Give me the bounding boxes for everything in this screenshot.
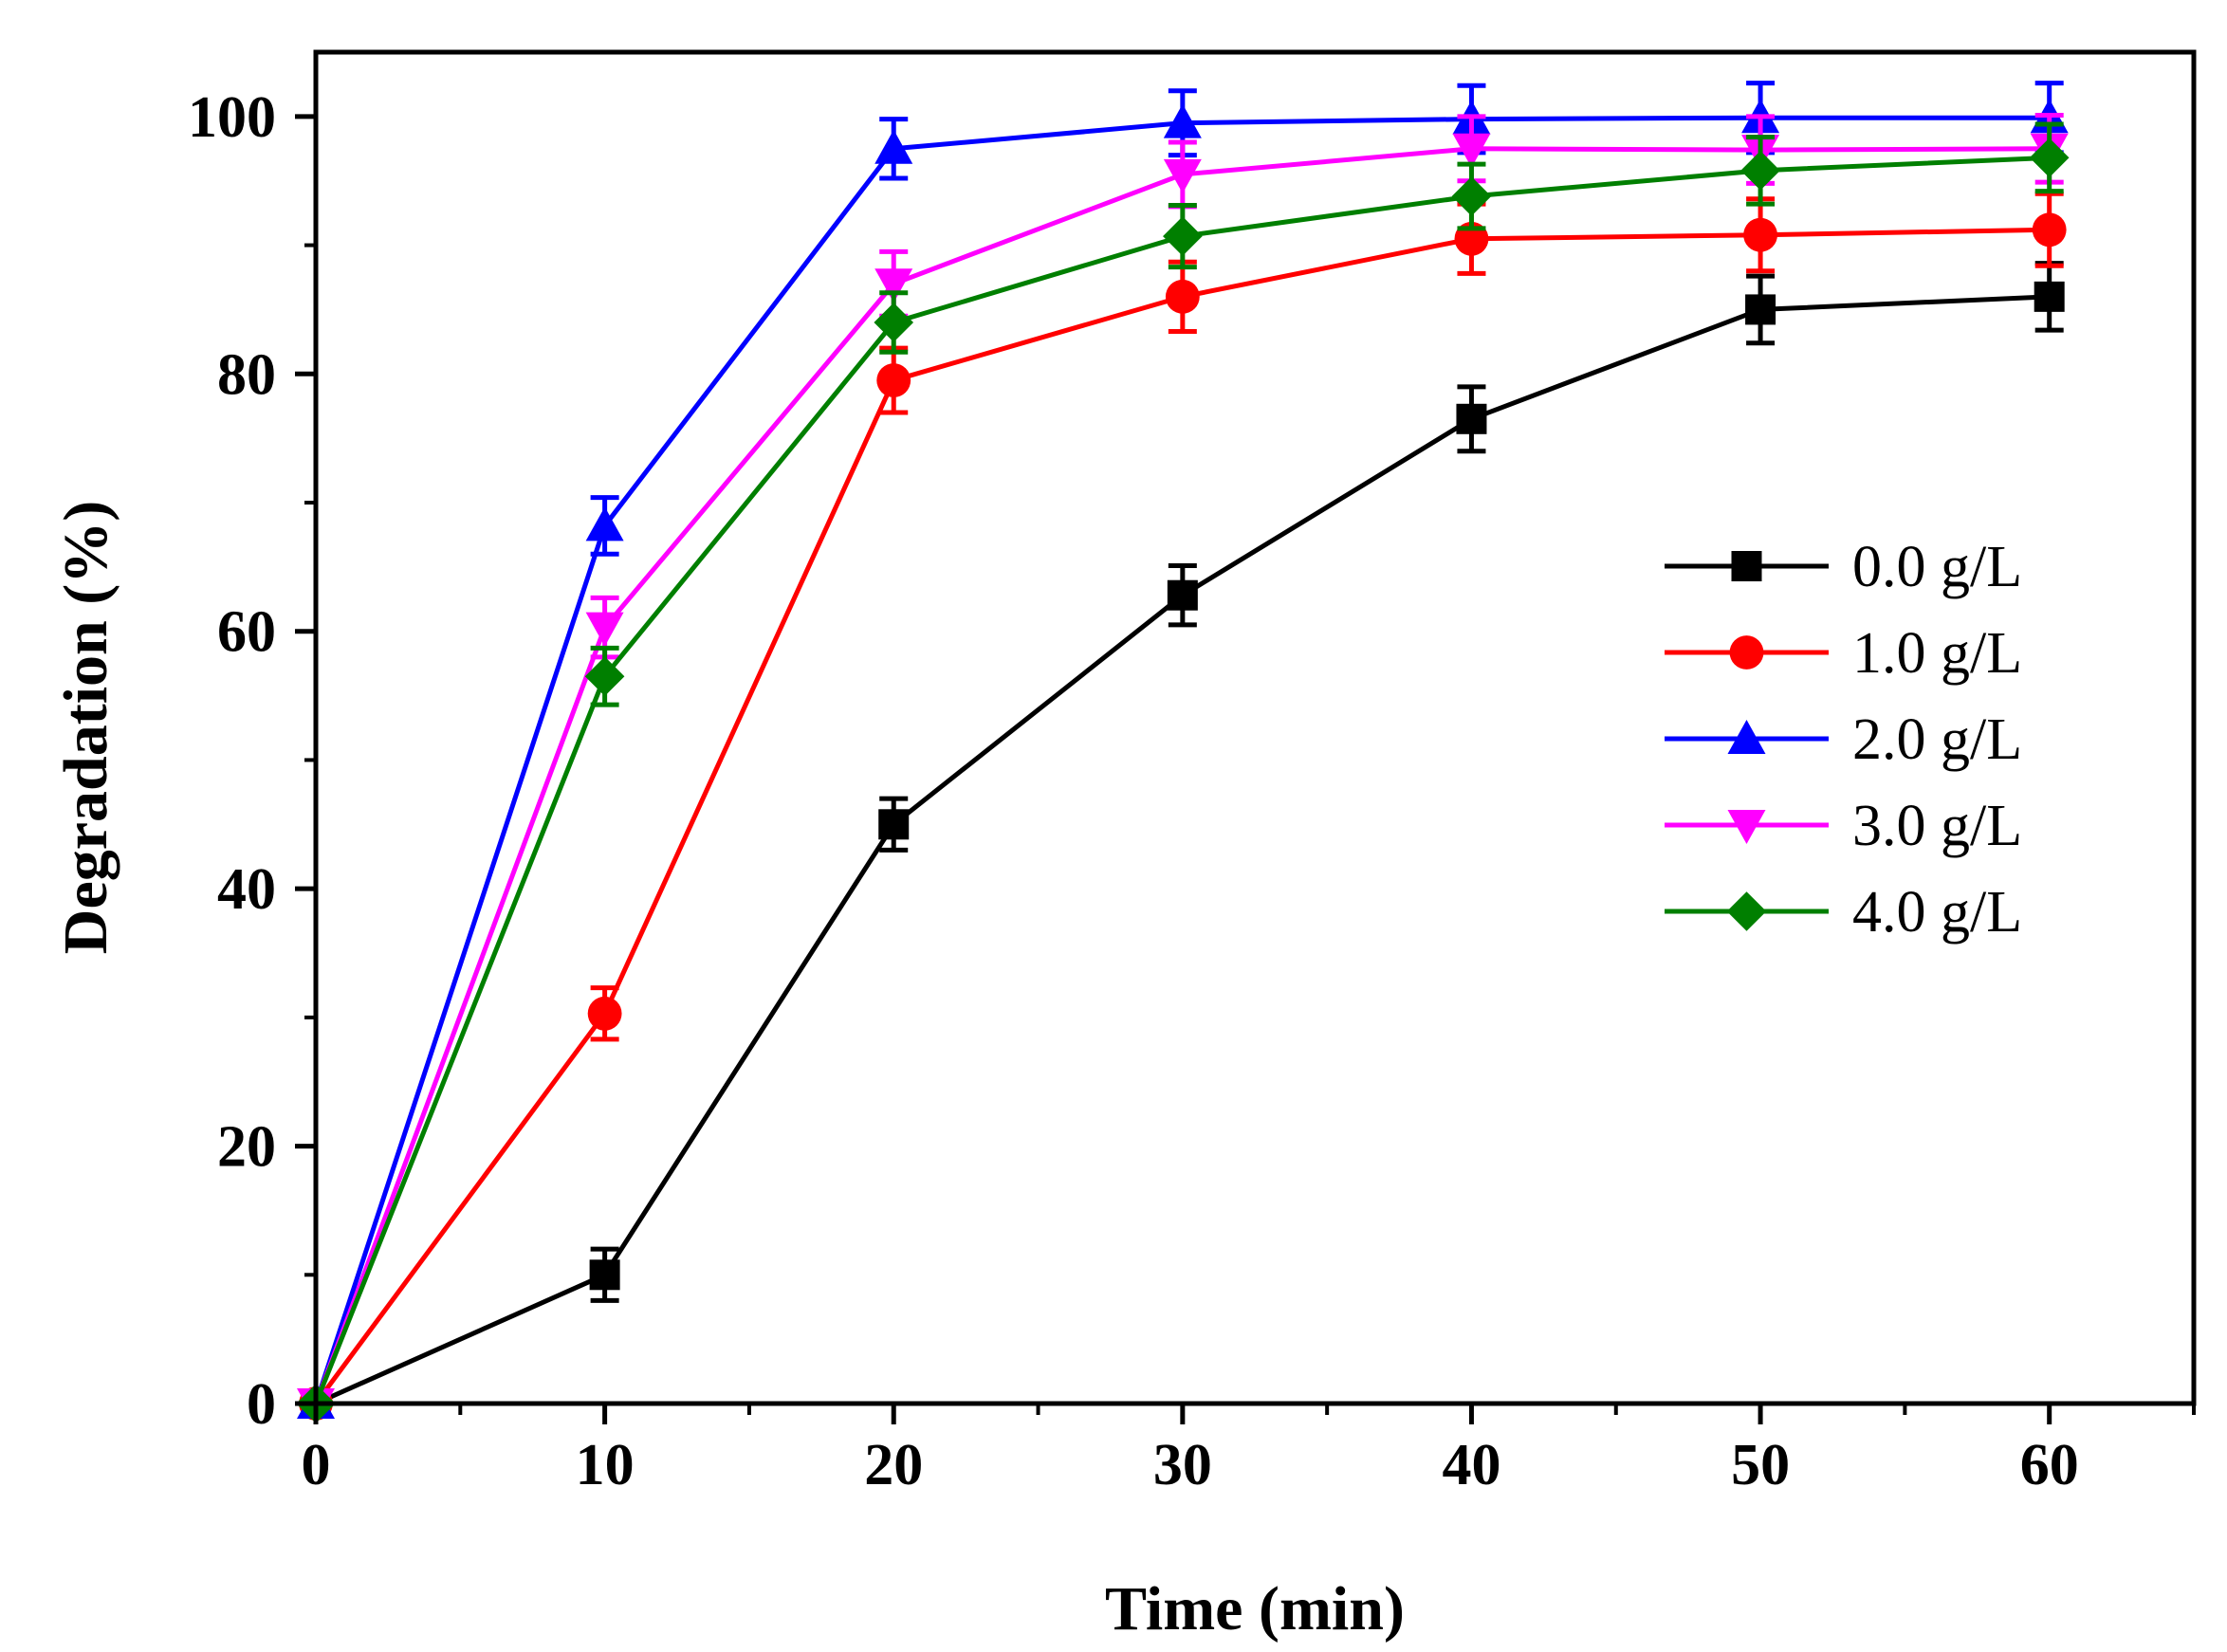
- legend-swatch-marker: [1729, 635, 1764, 670]
- series-line: [314, 294, 2050, 1406]
- legend-swatch-marker: [1726, 891, 1767, 931]
- x-tick-label: 20: [864, 1433, 923, 1497]
- series-4: [296, 121, 2070, 1423]
- y-tick-label: 80: [217, 342, 276, 407]
- legend-item: 4.0 g/L: [1665, 880, 2022, 945]
- series-line: [313, 146, 2050, 1404]
- legend: 0.0 g/L 1.0 g/L 2.0 g/L 3.0 g/L 4.0 g/L: [1665, 535, 2022, 945]
- x-axis-title: Time (min): [1105, 1574, 1405, 1643]
- data-point: [876, 363, 911, 397]
- y-axis-title: Degradation (%): [51, 501, 120, 954]
- series-1: [299, 191, 2067, 1421]
- y-tick-label: 20: [217, 1115, 276, 1180]
- data-point: [589, 1259, 620, 1291]
- x-tick-label: 30: [1153, 1433, 1212, 1497]
- x-tick-label: 10: [576, 1433, 635, 1497]
- data-point: [1165, 279, 1200, 314]
- data-point: [2032, 212, 2067, 248]
- legend-item: 3.0 g/L: [1665, 794, 2022, 858]
- data-point: [585, 506, 624, 541]
- legend-swatch-marker: [1727, 810, 1766, 844]
- data-point: [2034, 281, 2065, 312]
- x-tick-label: 40: [1442, 1433, 1500, 1497]
- legend-label: 3.0 g/L: [1852, 794, 2022, 858]
- series-0: [301, 261, 2065, 1419]
- legend-label: 0.0 g/L: [1852, 535, 2022, 599]
- legend-swatch-marker: [1727, 720, 1766, 754]
- data-point: [1451, 176, 1492, 216]
- legend-item: 0.0 g/L: [1665, 535, 2022, 599]
- x-tick-label: 60: [2020, 1433, 2079, 1497]
- legend-label: 2.0 g/L: [1852, 707, 2022, 772]
- data-point: [874, 268, 913, 303]
- data-point: [1743, 217, 1777, 252]
- data-point: [878, 809, 910, 840]
- series-line: [313, 227, 2050, 1405]
- data-point: [1740, 151, 1780, 191]
- data-point: [1163, 103, 1202, 138]
- data-point: [874, 129, 913, 164]
- x-tick-label: 50: [1731, 1433, 1790, 1497]
- data-point: [585, 612, 624, 647]
- y-tick-label: 100: [188, 85, 276, 150]
- data-point: [1167, 579, 1198, 611]
- plot-area: [296, 81, 2070, 1423]
- data-point: [874, 303, 914, 342]
- legend-item: 2.0 g/L: [1665, 707, 2022, 772]
- data-point: [1456, 403, 1487, 434]
- series-line: [313, 155, 2050, 1404]
- data-point: [1163, 216, 1203, 256]
- legend-swatch-marker: [1731, 551, 1762, 581]
- legend-item: 1.0 g/L: [1665, 621, 2022, 686]
- data-point: [584, 656, 625, 697]
- data-point: [1745, 294, 1776, 325]
- data-point: [1452, 133, 1491, 168]
- y-tick-label: 40: [217, 857, 276, 922]
- x-axis: 0 10 20 30 40 50 60: [302, 1404, 2196, 1497]
- data-point: [587, 996, 622, 1031]
- data-point: [1163, 158, 1202, 193]
- plot-frame: [313, 49, 2197, 1406]
- legend-label: 1.0 g/L: [1852, 621, 2022, 686]
- y-tick-label: 60: [217, 600, 276, 665]
- y-tick-label: 0: [247, 1372, 276, 1437]
- y-axis: 0 20 40 60 80 100: [188, 85, 316, 1437]
- x-tick-label: 0: [302, 1433, 331, 1497]
- data-point: [2029, 138, 2070, 178]
- legend-label: 4.0 g/L: [1852, 880, 2022, 945]
